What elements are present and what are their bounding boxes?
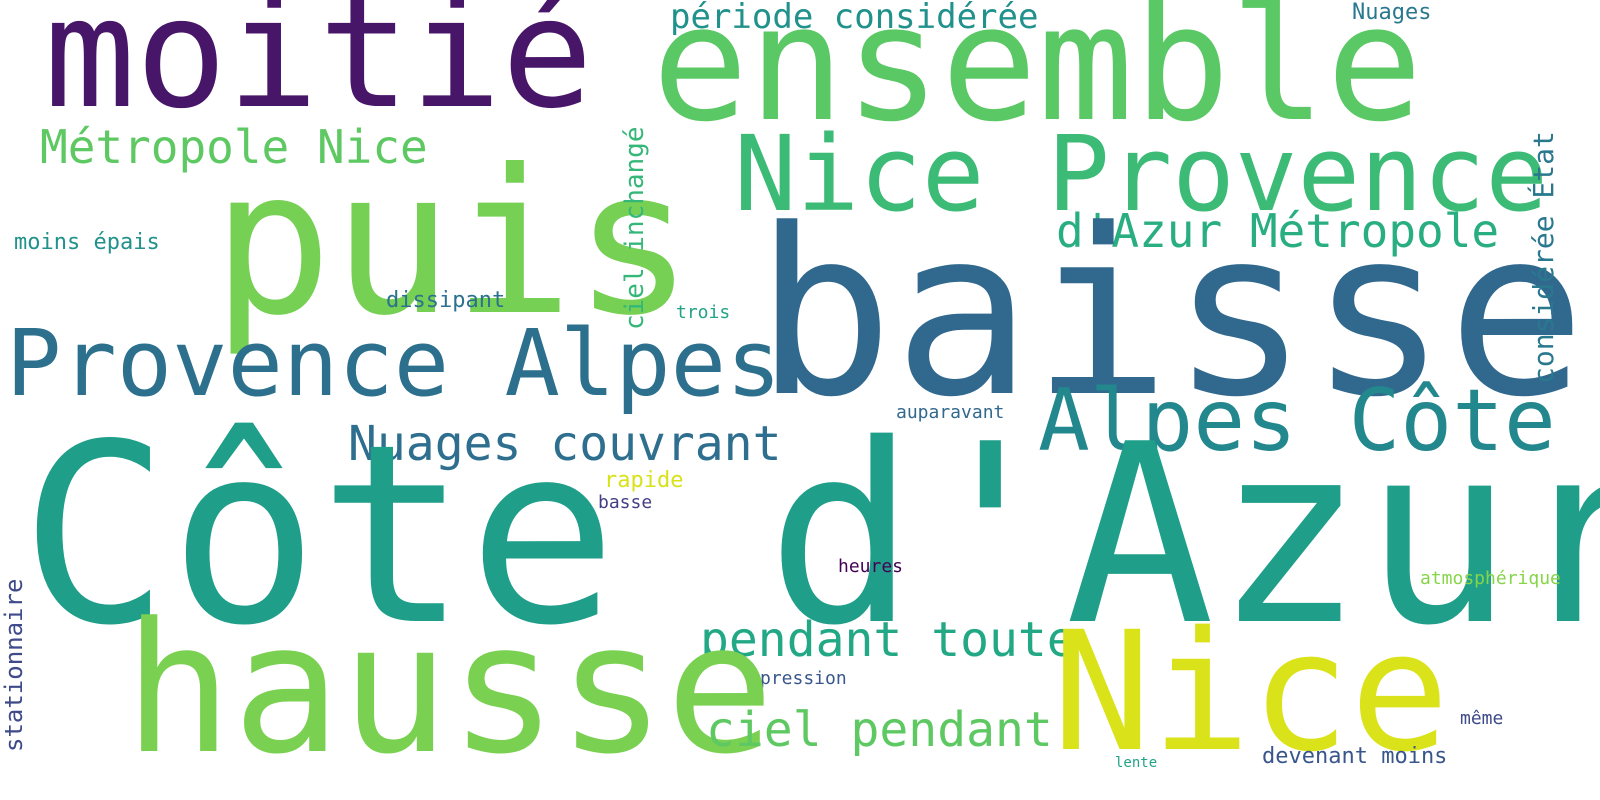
word-atmospherique: atmosphérique	[1420, 568, 1561, 589]
word-moitie: moitié	[44, 0, 594, 142]
word-devenant-moins: devenant moins	[1262, 744, 1448, 769]
word-metropole-nice: Métropole Nice	[40, 120, 428, 174]
word-ensemble: ensemble	[652, 0, 1423, 157]
word-cote-dazur: Côte d'Azur	[20, 392, 1600, 680]
word-auparavant: auparavant	[896, 402, 1005, 423]
word-ciel-pendant: ciel pendant	[706, 702, 1053, 758]
word-moins-epais: moins épais	[14, 230, 160, 255]
word-dazur-metropole: d'Azur Métropole	[1056, 204, 1500, 258]
word-heures: heures	[838, 556, 904, 577]
word-trois: trois	[676, 302, 731, 323]
word-nice: Nice	[1052, 596, 1450, 788]
word-nice-provence: Nice Provence	[734, 113, 1548, 235]
word-puis: puis	[212, 127, 694, 360]
word-provence-alpes: Provence Alpes	[6, 310, 782, 417]
word-periode-consideree: période considérée	[670, 0, 1039, 37]
word-lente: lente	[1115, 755, 1158, 771]
word-nuages-couvrant: Nuages couvrant	[348, 416, 782, 472]
word-consideree-etat: considérée État	[1527, 131, 1560, 384]
word-dissipant: dissipant	[386, 288, 506, 313]
word-meme: même	[1460, 708, 1504, 729]
word-alpes-cote: Alpes Côte	[1038, 371, 1556, 471]
word-baisse: baisse	[755, 181, 1586, 448]
word-nuages: Nuages	[1352, 0, 1432, 25]
word-rapide: rapide	[604, 468, 684, 493]
word-pendant-toute: pendant toute	[700, 612, 1076, 668]
word-basse: basse	[598, 492, 653, 513]
word-pression: pression	[760, 668, 847, 689]
word-stationnaire: stationnaire	[0, 578, 28, 752]
word-hausse: hausse	[124, 585, 775, 794]
word-ciel-inchange: ciel inchangé	[620, 126, 650, 331]
